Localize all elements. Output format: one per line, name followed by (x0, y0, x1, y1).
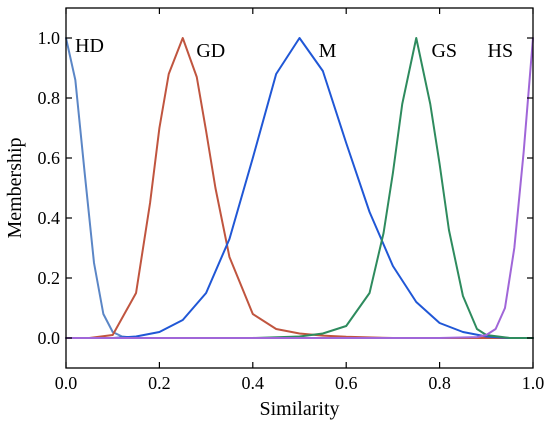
plot-area (65, 7, 534, 369)
y-tick-label: 0.0 (38, 328, 61, 348)
y-tick-label: 0.8 (38, 88, 61, 108)
y-axis-title: Membership (4, 137, 26, 238)
x-tick-label: 0.0 (55, 373, 78, 393)
series-label-hs: HS (488, 40, 514, 62)
x-tick-label: 0.2 (148, 373, 171, 393)
series-line-gd (65, 37, 534, 339)
series-line-hs (65, 37, 534, 339)
plot-frame (65, 7, 534, 369)
y-tick-label: 1.0 (38, 28, 61, 48)
y-tick-label: 0.6 (38, 148, 61, 168)
series-label-gd: GD (196, 40, 225, 62)
series-labels: HD GD M GS HS (75, 35, 513, 62)
axis-ticks: 0.0 0.2 0.4 0.6 0.8 1.0 0.0 0.2 0.4 0.6 0.8 1.0 (38, 8, 545, 393)
x-tick-label: 0.4 (242, 373, 265, 393)
series-label-gs: GS (431, 40, 457, 62)
x-tick-label: 0.6 (335, 373, 358, 393)
series-label-hd: HD (75, 35, 104, 57)
x-tick-label: 1.0 (522, 373, 545, 393)
series-lines (65, 37, 534, 339)
series-line-m (65, 37, 534, 339)
series-line-gs (65, 37, 534, 339)
y-tick-label: 0.4 (38, 208, 61, 228)
x-axis-title: Similarity (260, 398, 340, 420)
series-label-m: M (319, 40, 337, 62)
x-tick-label: 0.8 (428, 373, 451, 393)
y-tick-label: 0.2 (38, 268, 61, 288)
